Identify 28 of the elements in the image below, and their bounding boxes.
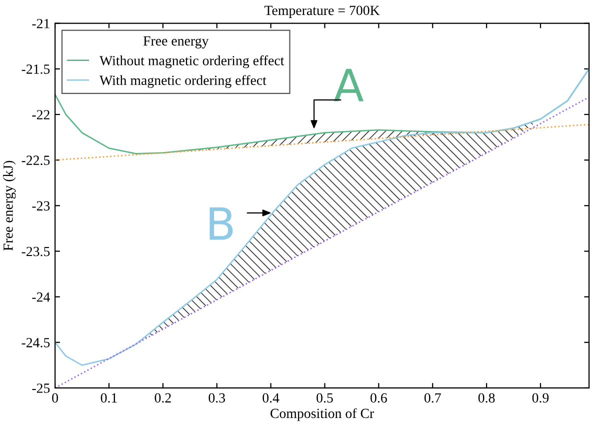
x-tick-label: 0.4 <box>262 393 280 403</box>
annotation: A <box>334 68 364 102</box>
y-tick-label: -24 <box>32 292 50 302</box>
chart-title: Temperature = 700K <box>264 6 380 18</box>
x-tick-label: 0.7 <box>424 393 441 403</box>
annotation: B <box>210 207 233 240</box>
x-axis-title: Composition of Cr <box>270 408 374 421</box>
y-tick-label: -21 <box>32 18 50 28</box>
x-tick-label: 0 <box>52 393 58 403</box>
legend-label: With magnetic ordering effect <box>100 75 266 88</box>
x-tick-label: 0.9 <box>532 393 549 403</box>
y-tick-label: -25 <box>32 384 50 393</box>
y-axis-title: Free energy (kJ) <box>3 160 16 251</box>
y-tick-label: -23 <box>32 201 50 211</box>
x-tick-label: 0.2 <box>154 393 171 403</box>
x-tick-label: 0.3 <box>208 393 226 403</box>
y-tick-label: -23.5 <box>22 246 50 256</box>
y-tick-label: -24.5 <box>22 338 50 348</box>
x-tick-label: 0.5 <box>316 393 333 403</box>
legend-title: Free energy <box>143 36 209 48</box>
y-tick-label: -21.5 <box>22 64 50 74</box>
x-tick-label: 0.6 <box>370 393 387 403</box>
line-series <box>55 68 590 366</box>
legend-label: Without magnetic ordering effect <box>100 55 284 68</box>
y-tick-label: -22 <box>32 110 50 120</box>
x-tick-label: 0.1 <box>100 393 117 403</box>
y-tick-label: -22.5 <box>22 156 50 166</box>
x-tick-label: 0.8 <box>478 393 495 403</box>
